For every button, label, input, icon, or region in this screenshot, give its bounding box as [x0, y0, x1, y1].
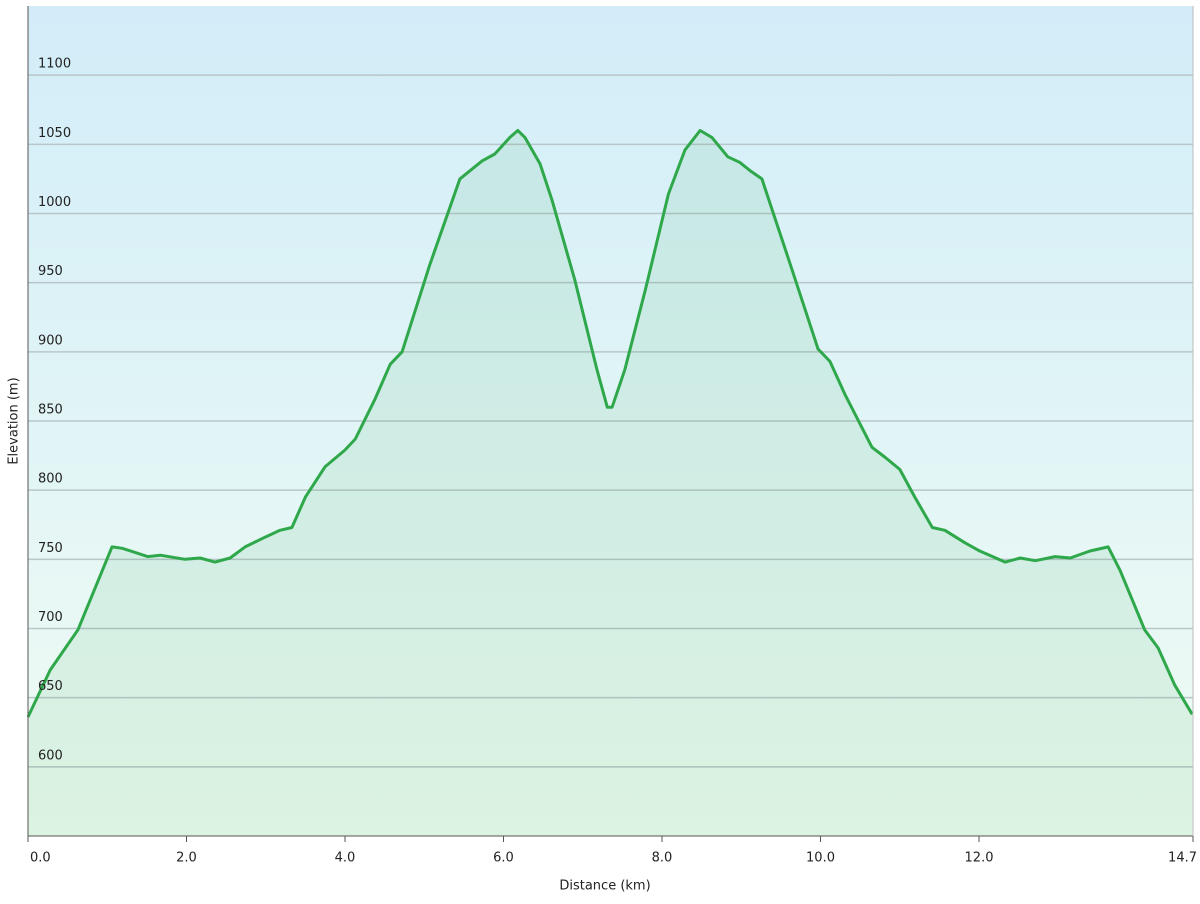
y-tick-label: 900: [38, 333, 63, 348]
x-axis-title: Distance (km): [559, 879, 650, 894]
y-tick-label: 850: [38, 403, 63, 418]
y-tick-label: 950: [38, 264, 63, 279]
x-tick-label: 10.0: [806, 851, 835, 866]
x-tick-label: 12.0: [965, 851, 994, 866]
y-tick-label: 1000: [38, 195, 71, 210]
y-tick-label: 1050: [38, 126, 71, 141]
x-tick-label: 4.0: [335, 851, 356, 866]
elevation-line: [26, 129, 1194, 718]
y-tick-label: 750: [38, 541, 63, 556]
x-tick-label: 2.0: [176, 851, 197, 866]
x-tick-label: 6.0: [493, 851, 514, 866]
y-tick-label: 1100: [38, 57, 71, 72]
area-fill: [28, 130, 1193, 836]
y-axis-title: Elevation (m): [7, 377, 22, 464]
y-tick-label: 800: [38, 472, 63, 487]
x-tick-label: 14.7: [1168, 851, 1197, 866]
x-tick-label: 8.0: [652, 851, 673, 866]
x-tick-label: 0.0: [30, 851, 51, 866]
y-tick-label: 650: [38, 679, 63, 694]
y-tick-label: 600: [38, 748, 63, 763]
y-tick-label: 700: [38, 610, 63, 625]
